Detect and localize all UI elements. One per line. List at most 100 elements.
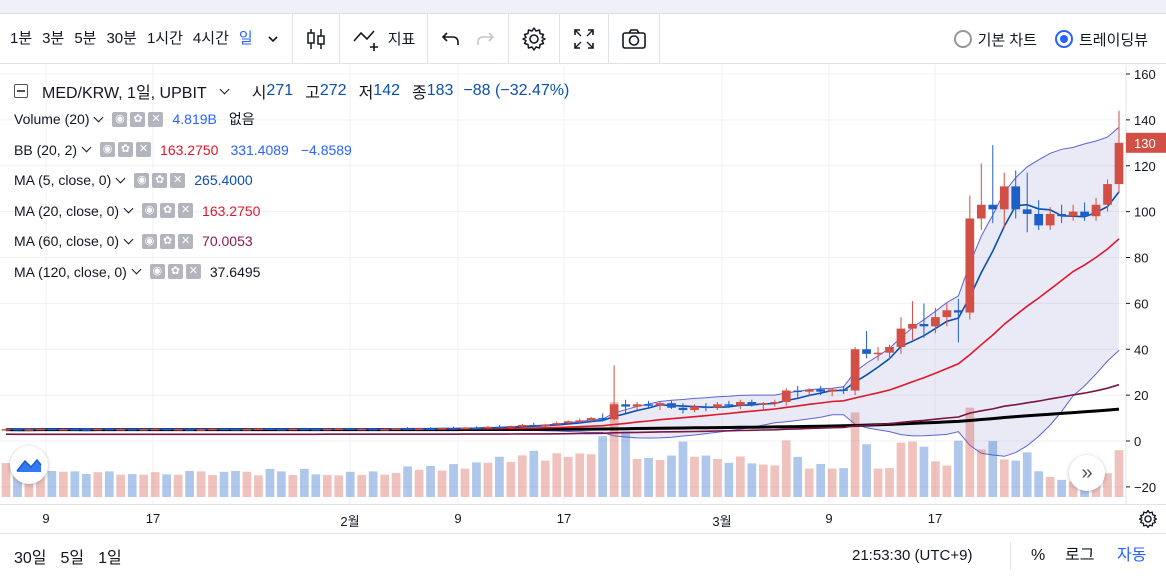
open-label: 시 xyxy=(251,85,267,102)
close-label: 종 xyxy=(412,85,427,102)
log-scale-button[interactable]: 로그 xyxy=(1065,547,1095,564)
close-icon[interactable]: ✕ xyxy=(136,142,152,158)
indicator-name[interactable]: Volume (20) xyxy=(14,111,90,128)
candle-body xyxy=(747,402,757,405)
clock[interactable]: 21:53:30 (UTC+9) xyxy=(852,547,973,564)
collapse-legend-icon[interactable] xyxy=(14,84,28,98)
gear-icon[interactable]: ✿ xyxy=(167,264,183,280)
candle-body xyxy=(1034,213,1044,226)
range-30d[interactable]: 30일 xyxy=(14,550,47,567)
range-5d[interactable]: 5일 xyxy=(60,550,85,567)
tradingview-radio[interactable]: 트레이딩뷰 xyxy=(1054,29,1148,50)
chevron-down-icon[interactable] xyxy=(123,203,134,214)
redo-button[interactable] xyxy=(468,22,502,56)
indicators-label: 지표 xyxy=(387,31,416,48)
candle-body xyxy=(13,429,22,431)
time-tick-label: 17 xyxy=(145,511,161,526)
scroll-to-realtime-button[interactable]: » xyxy=(1069,455,1105,491)
interval-1[interactable]: 3분 xyxy=(42,29,65,47)
gear-icon[interactable]: ✿ xyxy=(130,111,146,127)
candle-body xyxy=(139,429,149,431)
indicator-name[interactable]: MA (120, close, 0) xyxy=(14,263,127,280)
close-icon[interactable]: ✕ xyxy=(185,264,201,280)
interval-6[interactable]: 일 xyxy=(238,29,253,47)
percent-scale-button[interactable]: % xyxy=(1031,547,1046,564)
volume-bar xyxy=(758,464,768,497)
price-tick-label: 140 xyxy=(1134,113,1156,128)
volume-bar xyxy=(988,441,998,497)
price-chart[interactable]: 160 140 120 100 80 60 40 20 0 −20 130 xyxy=(0,65,1166,505)
close-icon[interactable]: ✕ xyxy=(170,172,186,188)
indicators-button[interactable]: 지표 xyxy=(346,22,422,56)
candle-body xyxy=(1057,213,1066,217)
eye-icon[interactable]: ◉ xyxy=(149,264,165,280)
candle-body xyxy=(506,426,516,428)
eye-icon[interactable]: ◉ xyxy=(142,203,158,219)
chevron-down-icon[interactable] xyxy=(94,112,104,123)
volume-bar xyxy=(334,475,344,497)
gear-icon[interactable]: ✿ xyxy=(118,142,134,158)
volume-bar xyxy=(873,468,883,497)
basic-chart-radio[interactable]: 기본 차트 xyxy=(953,29,1037,50)
interval-4[interactable]: 1시간 xyxy=(146,29,183,47)
eye-icon[interactable]: ◉ xyxy=(142,233,158,249)
chevron-down-icon[interactable] xyxy=(81,142,92,153)
volume-bar xyxy=(931,461,940,497)
indicator-name[interactable]: MA (5, close, 0) xyxy=(14,172,112,189)
volume-bar xyxy=(322,475,332,497)
chevron-down-icon[interactable] xyxy=(219,84,230,94)
candle-body xyxy=(735,402,745,406)
indicator-name[interactable]: MA (20, close, 0) xyxy=(14,202,120,219)
candle-body xyxy=(81,429,91,431)
gear-icon[interactable]: ✿ xyxy=(160,233,176,249)
gear-icon[interactable]: ✿ xyxy=(152,172,168,188)
auto-scale-button[interactable]: 자동 xyxy=(1117,547,1147,564)
tradingview-logo[interactable] xyxy=(10,446,48,484)
axis-settings-button[interactable] xyxy=(1135,506,1161,532)
eye-icon[interactable]: ◉ xyxy=(100,142,116,158)
snapshot-button[interactable] xyxy=(615,22,653,56)
chart-canvas: 160 140 120 100 80 60 40 20 0 −20 130 xyxy=(0,65,1166,505)
candle-body xyxy=(322,428,332,431)
volume-bar xyxy=(150,472,160,497)
volume-bar xyxy=(185,470,194,497)
indicator-name[interactable]: MA (60, close, 0) xyxy=(14,233,120,250)
eye-icon[interactable]: ◉ xyxy=(112,111,128,127)
undo-button[interactable] xyxy=(434,22,468,56)
close-icon[interactable]: ✕ xyxy=(178,233,194,249)
candle-body xyxy=(850,349,860,391)
close-icon[interactable]: ✕ xyxy=(148,111,164,127)
symbol-title[interactable]: MED/KRW, 1일, UPBIT xyxy=(42,85,207,102)
candle-body xyxy=(1068,211,1078,217)
chevron-down-icon[interactable] xyxy=(115,173,126,184)
settings-button[interactable] xyxy=(515,22,553,56)
chevron-down-icon[interactable] xyxy=(131,264,142,275)
indicator-name[interactable]: BB (20, 2) xyxy=(14,141,78,158)
candle-body xyxy=(426,428,435,431)
candle-body xyxy=(1,429,11,431)
interval-3[interactable]: 30분 xyxy=(106,29,137,47)
interval-5[interactable]: 4시간 xyxy=(192,29,229,47)
interval-0[interactable]: 1분 xyxy=(10,29,33,47)
candle-body xyxy=(644,404,653,406)
chart-toolbar: 1분 3분 5분 30분 1시간 4시간 일 지표 xyxy=(0,13,1166,64)
interval-dropdown-button[interactable] xyxy=(260,22,286,56)
close-icon[interactable]: ✕ xyxy=(178,203,194,219)
volume-bar xyxy=(437,470,447,497)
eye-icon[interactable]: ◉ xyxy=(134,172,150,188)
chevron-down-icon[interactable] xyxy=(123,234,134,245)
gear-icon[interactable]: ✿ xyxy=(160,203,176,219)
candle-body xyxy=(563,421,573,424)
candle-body xyxy=(690,406,699,411)
candle-body xyxy=(437,428,447,430)
candlestick-style-button[interactable] xyxy=(299,22,333,56)
interval-2[interactable]: 5분 xyxy=(74,29,97,47)
candle-body xyxy=(345,428,355,431)
candle-body xyxy=(391,428,401,430)
range-1d[interactable]: 1일 xyxy=(98,550,122,567)
candle-body xyxy=(804,389,814,392)
fullscreen-button[interactable] xyxy=(566,22,602,56)
indicator-row: Volume (20) ◉ ✿ ✕ 4.819B 없음 xyxy=(14,104,573,135)
candle-body xyxy=(517,424,527,427)
